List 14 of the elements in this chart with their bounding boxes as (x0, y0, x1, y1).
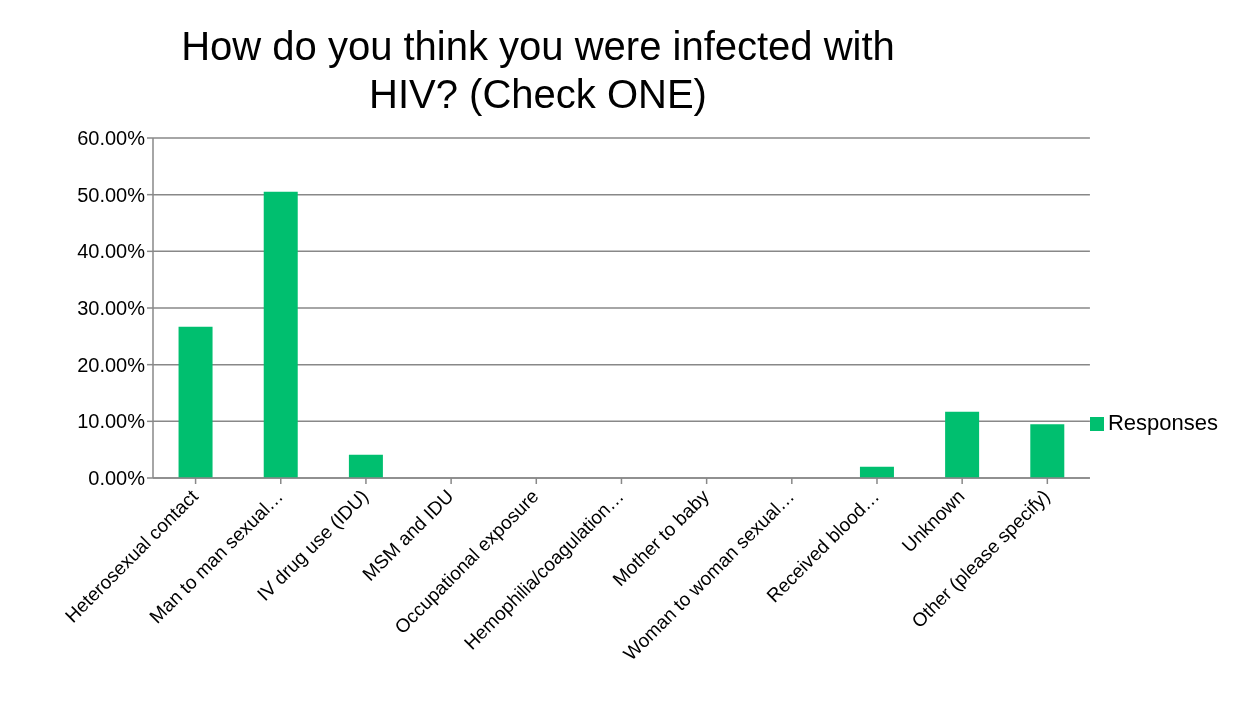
bar (263, 191, 298, 478)
legend-label: Responses (1107, 410, 1218, 435)
y-tick-label: 0.00% (88, 467, 146, 490)
y-tick-label: 50.00% (77, 183, 146, 206)
bar (1030, 424, 1065, 478)
chart-title: How do you think you were infected with HIV? (Check ONE) (180, 23, 896, 118)
bar (348, 454, 383, 478)
bar (945, 411, 980, 478)
y-tick-label: 60.00% (77, 127, 146, 150)
bar (178, 326, 213, 478)
y-tick-label: 10.00% (77, 410, 146, 433)
y-tick-label: 20.00% (77, 353, 146, 376)
y-tick-label: 30.00% (77, 297, 146, 320)
y-tick-label: 40.00% (77, 240, 146, 263)
